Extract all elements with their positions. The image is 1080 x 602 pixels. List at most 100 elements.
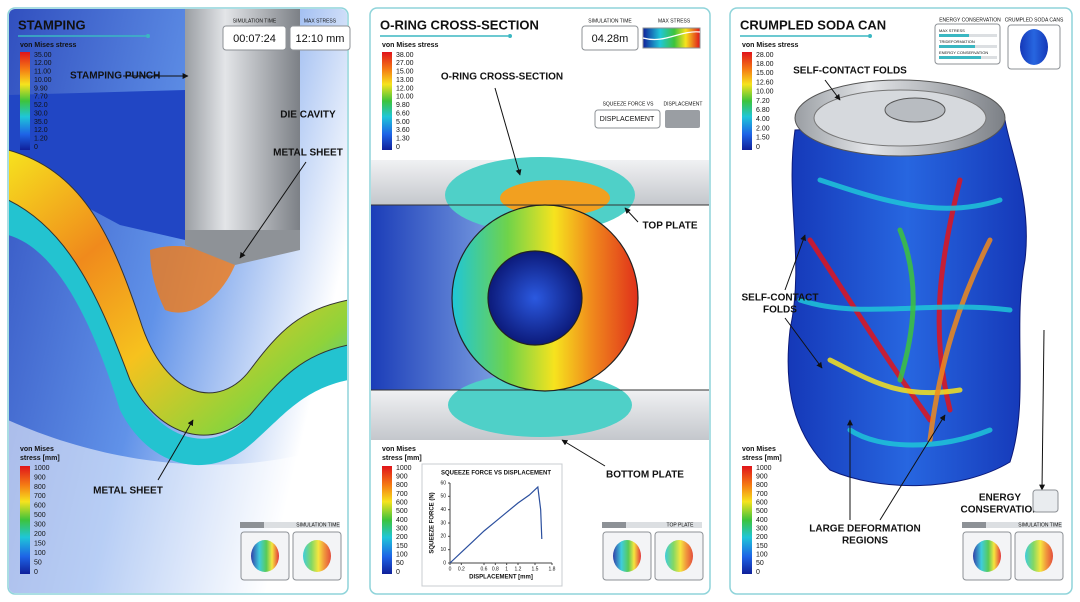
thumbnail-art: [1025, 540, 1053, 572]
legend-label: 9.90: [34, 85, 48, 92]
widget-box: [222, 25, 287, 51]
legend-label: 0: [396, 569, 400, 576]
stress-streak: [927, 237, 993, 443]
widget-label: CRUMPLED SODA CANS: [1005, 17, 1064, 23]
legend-title: von Mises: [742, 446, 776, 453]
annotation-arrow: [1039, 329, 1046, 491]
x-tick-label: 1.5: [532, 566, 539, 572]
legend-label: 27.00: [396, 60, 414, 67]
legend-label: 150: [756, 543, 768, 550]
title-dot: [146, 34, 150, 38]
annotation: ENERGY: [979, 493, 1022, 504]
chart-title: SQUEEZE FORCE VS DISPLACEMENT: [441, 471, 551, 477]
progress-track: [240, 522, 340, 528]
annotation: CONSERVATION: [961, 505, 1040, 516]
annotation-arrow: [879, 414, 946, 521]
legend-label: 600: [34, 503, 46, 510]
legend-label: 300: [396, 526, 408, 533]
legend-label: 10.00: [756, 89, 774, 96]
legend-label: 18.00: [756, 61, 774, 68]
legend-label: 600: [756, 500, 768, 507]
widget-label: ENERGY CONSERVATION: [939, 17, 1001, 23]
legend-label: 1.50: [756, 135, 770, 142]
legend-label: 3.60: [396, 127, 410, 134]
sheet-under: [9, 200, 347, 466]
legend-label: 50: [756, 560, 764, 567]
legend-label: 200: [34, 531, 46, 538]
legend-label: 50: [396, 560, 404, 567]
widget-box: [594, 109, 661, 129]
footer-label: TOP PLATE: [667, 522, 695, 528]
annotation: FOLDS: [763, 305, 797, 316]
thumbnail-art: [973, 540, 1001, 572]
illustration: [9, 9, 347, 593]
legend-label: 10.00: [34, 77, 52, 84]
legend-label: 700: [34, 493, 46, 500]
legend-label: 38.00: [396, 52, 414, 59]
legend-label: 30.0: [34, 110, 48, 117]
annotation-arrow: [561, 439, 606, 467]
legend-label: 900: [34, 474, 46, 481]
max-stress: 12:10 mm: [296, 33, 345, 45]
legend-label: 2.00: [756, 125, 770, 132]
metal-sheet: [9, 149, 347, 436]
legend-label: 1.20: [34, 135, 48, 142]
y-tick-label: 0: [443, 560, 446, 566]
annotation-arrow: [239, 161, 307, 259]
thumbnail-art: [251, 540, 279, 572]
legend-label: 52.0: [34, 102, 48, 109]
legend-label: 100: [396, 552, 408, 559]
legend-label: 500: [34, 512, 46, 519]
legend-label: 600: [396, 500, 408, 507]
title-dot: [508, 34, 512, 38]
illustration: [371, 157, 709, 440]
stress-gauge: [642, 27, 701, 49]
annotation: BOTTOM PLATE: [606, 470, 684, 481]
y-tick-label: 60: [440, 480, 446, 486]
widget-label: SIMULATION TIME: [588, 18, 632, 24]
legend-label: 900: [396, 474, 408, 481]
annotation-arrow: [494, 87, 522, 176]
legend-label: 300: [34, 522, 46, 529]
punch-tip: [185, 230, 300, 265]
progress-track: [962, 522, 1062, 528]
die-surface: [9, 90, 185, 240]
legend-label: 800: [34, 484, 46, 491]
legend-label: 400: [396, 517, 408, 524]
thumbnail-art: [665, 540, 693, 572]
x-tick-label: 0.2: [458, 566, 465, 572]
legend-label: 35.0: [34, 119, 48, 126]
panel-title: STAMPING: [18, 17, 86, 32]
stress-streak: [807, 237, 933, 423]
stress-streak: [847, 427, 993, 448]
color-bar: [382, 466, 392, 574]
annotation-arrow: [157, 419, 194, 481]
x-tick-label: 1.2: [515, 566, 522, 572]
widget-meter-fill: [939, 34, 969, 37]
x-tick-label: 1.8: [549, 566, 556, 572]
legend-title: von Mises stress: [382, 42, 439, 49]
x-tick-label: 0: [449, 566, 452, 572]
gauge-curve: [642, 31, 701, 40]
panel-title: O-RING CROSS-SECTION: [380, 17, 539, 32]
legend-label: 0: [396, 144, 400, 151]
x-axis-label: DISPLACEMENT [mm]: [469, 575, 533, 581]
color-bar: [742, 466, 752, 574]
widget-toggle: [665, 110, 700, 128]
legend-label: 35.00: [34, 52, 52, 59]
legend-label: 6.80: [756, 107, 770, 114]
legend-label: 9.80: [396, 102, 410, 109]
legend-title: von Mises: [382, 446, 416, 453]
panel-title: CRUMPLED SODA CAN: [740, 17, 886, 32]
stress-streak: [897, 227, 916, 383]
panel-frame: [729, 7, 1073, 595]
title-dot: [868, 34, 872, 38]
legend-label: 5.00: [396, 119, 410, 126]
widget-item: MAX STRESS: [939, 28, 965, 33]
legend-label: 12.0: [34, 127, 48, 134]
x-tick-label: 0.6: [481, 566, 488, 572]
sim-time: 00:07:24: [233, 33, 276, 45]
widget-label: SIMULATION TIME: [233, 18, 277, 24]
y-tick-label: 20: [440, 534, 446, 540]
color-bar: [20, 466, 30, 574]
